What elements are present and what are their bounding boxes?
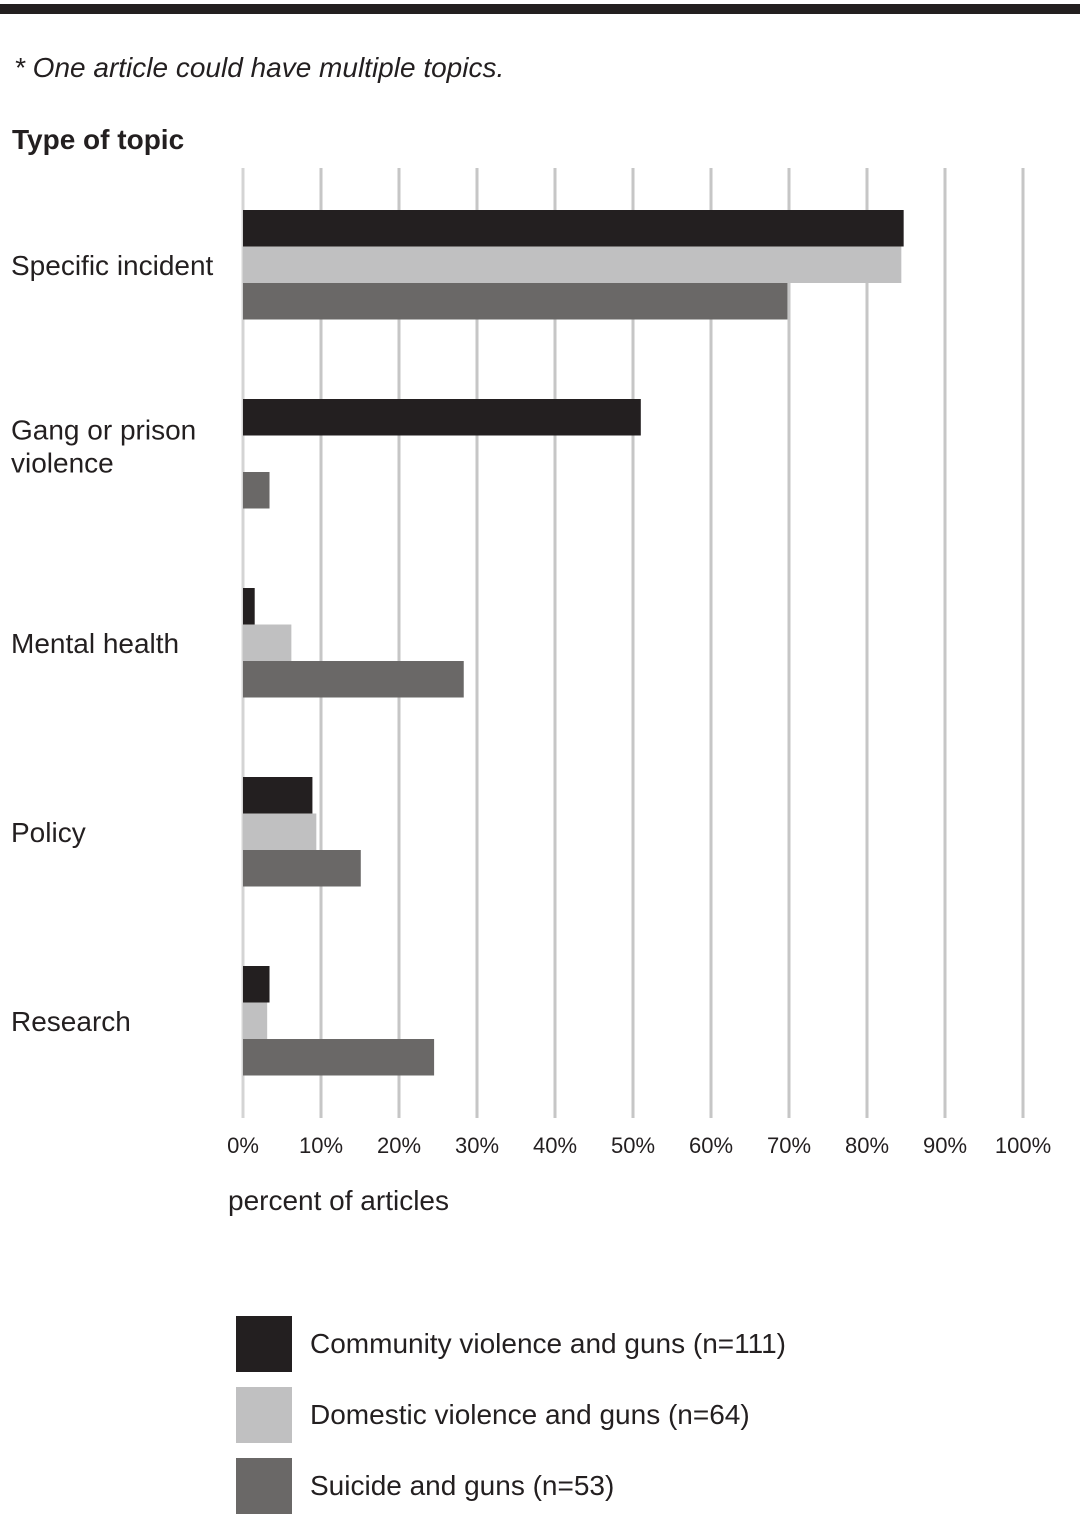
x-tick-label: 40% <box>533 1133 577 1158</box>
top-rule <box>0 4 1080 14</box>
legend-swatch <box>236 1458 292 1514</box>
category-label: Research <box>11 1006 131 1037</box>
legend-swatch <box>236 1316 292 1372</box>
x-axis-title: percent of articles <box>228 1185 449 1216</box>
x-tick-label: 20% <box>377 1133 421 1158</box>
bar <box>243 399 641 436</box>
bar <box>243 210 904 247</box>
category-label: Mental health <box>11 628 179 659</box>
legend: Community violence and guns (n=111) Domes… <box>236 1316 786 1529</box>
bar <box>243 472 270 509</box>
category-label: Policy <box>11 817 86 848</box>
x-tick-label: 30% <box>455 1133 499 1158</box>
bar <box>243 1002 268 1039</box>
bar <box>243 1039 435 1076</box>
bar <box>243 777 313 814</box>
x-tick-label: 80% <box>845 1133 889 1158</box>
bar <box>243 813 317 850</box>
x-tick-label: 10% <box>299 1133 343 1158</box>
legend-swatch <box>236 1387 292 1443</box>
bar <box>243 966 270 1003</box>
legend-label: Domestic violence and guns (n=64) <box>310 1399 750 1430</box>
x-tick-label: 60% <box>689 1133 733 1158</box>
x-tick-label: 100% <box>995 1133 1051 1158</box>
bar <box>243 624 292 661</box>
footnote: * One article could have multiple topics… <box>14 52 505 83</box>
category-label: violence <box>11 447 114 478</box>
x-tick-label: 90% <box>923 1133 967 1158</box>
category-label: Gang or prison <box>11 414 196 445</box>
bar <box>243 661 464 698</box>
legend-item: Domestic violence and guns (n=64) <box>236 1387 786 1443</box>
gridlines <box>241 168 1025 1118</box>
legend-label: Suicide and guns (n=53) <box>310 1470 615 1501</box>
bar <box>243 246 902 283</box>
legend-label: Community violence and guns (n=111) <box>310 1328 786 1359</box>
bar <box>243 850 361 887</box>
legend-item: Community violence and guns (n=111) <box>236 1316 786 1372</box>
bars <box>243 210 904 1076</box>
legend-item: Suicide and guns (n=53) <box>236 1458 786 1514</box>
y-axis-title: Type of topic <box>12 124 185 155</box>
bar <box>243 588 255 625</box>
category-label: Specific incident <box>11 250 214 281</box>
x-tick-label: 70% <box>767 1133 811 1158</box>
bar <box>243 283 788 320</box>
x-tick-label: 50% <box>611 1133 655 1158</box>
x-tick-labels: 0% 10% 20% 30% 40% 50% 60% 70% 80% 90% 100% <box>227 1133 1051 1158</box>
x-tick-label: 0% <box>227 1133 259 1158</box>
